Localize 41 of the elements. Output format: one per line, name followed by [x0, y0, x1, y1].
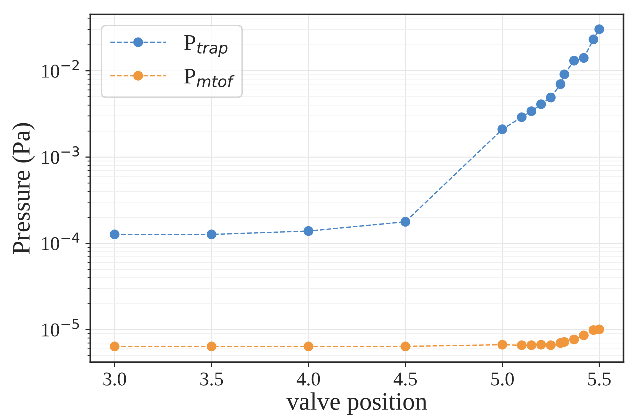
point [498, 124, 508, 134]
y-tick-label: 10$^{−3}$ [42, 146, 80, 164]
point [560, 70, 570, 80]
point [546, 92, 556, 103]
point [526, 106, 537, 116]
y-tick-label: 10$^{−2}$ [42, 60, 79, 78]
x-tick-label: 3.0 [104, 372, 126, 386]
point [304, 342, 314, 352]
point [498, 340, 508, 350]
point [206, 342, 217, 352]
x-tick-label: 4.5 [394, 372, 418, 386]
point [206, 230, 217, 240]
point [110, 230, 120, 240]
x-tick-label: 3.5 [200, 372, 224, 386]
y-tick-label: 10$^{−5}$ [42, 319, 80, 337]
point [400, 342, 411, 352]
point [536, 100, 546, 110]
point [569, 56, 580, 66]
x-axis-title: valve position [286, 392, 428, 416]
point [569, 334, 580, 345]
point [110, 342, 120, 352]
point [556, 80, 566, 90]
x-tick-label: 5.0 [492, 372, 514, 386]
point [304, 226, 314, 236]
x-tick-label: 5.5 [588, 372, 611, 386]
legend-label: P$_{trap}$ [184, 36, 228, 57]
point [517, 340, 527, 350]
y-axis-title: Pressure (Pa) [12, 123, 36, 254]
point [594, 324, 604, 334]
point [400, 217, 411, 227]
point [579, 330, 589, 340]
point [588, 34, 599, 45]
point [536, 340, 546, 350]
point [579, 53, 589, 64]
point [517, 112, 527, 122]
point [594, 24, 604, 34]
x-tick-label: 4.0 [296, 372, 320, 386]
y-tick-label: 10$^{−4}$ [42, 232, 80, 250]
legend-label: P$_{mtof}$ [184, 69, 235, 88]
point [526, 340, 537, 350]
point [546, 340, 556, 350]
